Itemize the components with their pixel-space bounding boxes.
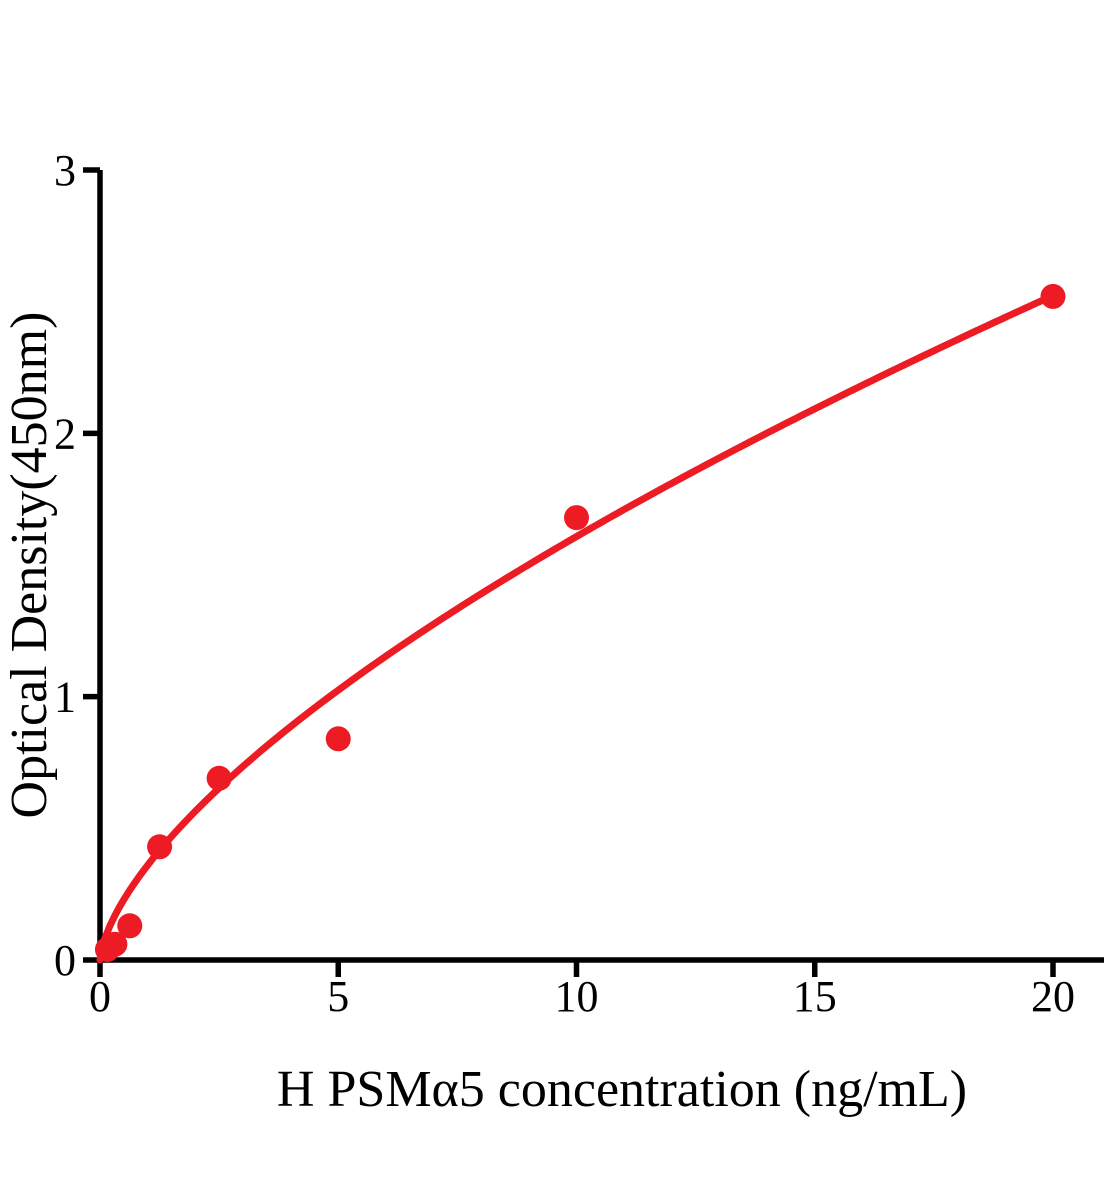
data-point	[117, 913, 143, 939]
x-tick-label: 10	[555, 972, 599, 1021]
y-tick-label: 0	[54, 936, 76, 985]
axes	[97, 170, 1104, 963]
data-point	[564, 505, 589, 531]
y-tick-label: 1	[54, 673, 76, 722]
x-tick-label: 0	[89, 972, 111, 1021]
data-point	[147, 834, 173, 860]
data-points-group	[94, 283, 1066, 962]
y-tick-label: 3	[54, 146, 76, 195]
x-axis-title: H PSMα5 concentration (ng/mL)	[277, 1061, 967, 1118]
x-tick-label: 15	[793, 972, 837, 1021]
y-axis-title: Optical Density(450nm)	[1, 312, 58, 819]
tick-marks	[83, 167, 1056, 977]
x-tick-label: 20	[1031, 972, 1075, 1021]
tick-labels: 0 1 2 3 0 5 10 15 20	[54, 146, 1075, 1021]
y-tick-label: 2	[54, 409, 76, 458]
data-point	[206, 765, 232, 791]
axis-spine	[97, 170, 1104, 963]
x-tick-label: 5	[327, 972, 349, 1021]
fit-curve-group	[96, 292, 1057, 964]
fit-curve	[96, 292, 1057, 964]
data-point	[325, 726, 351, 752]
data-point	[102, 931, 128, 957]
data-point	[1040, 283, 1066, 309]
